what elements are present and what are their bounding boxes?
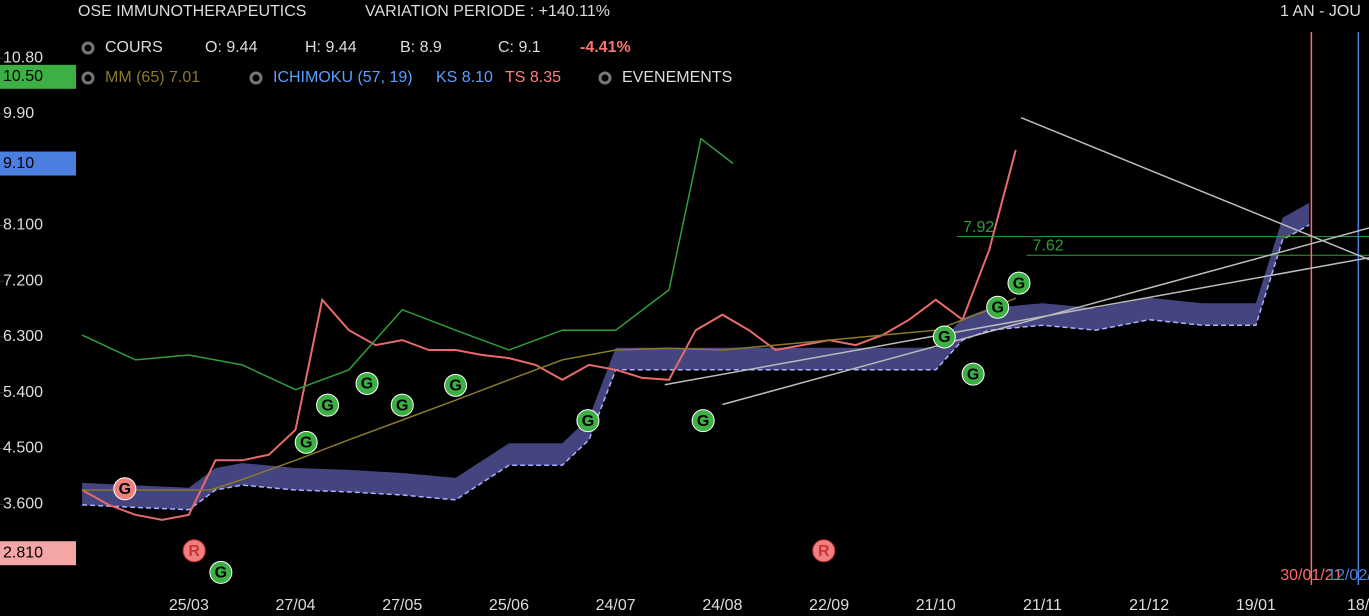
price-marker [0,151,76,176]
price-marker-label: 9.10 [3,155,34,172]
y-tick-label: 7.200 [3,272,43,289]
x-tick-label: 19/01 [1236,597,1276,614]
event-marker[interactable] [182,539,206,563]
legend-text[interactable]: O: 9.44 [205,39,258,56]
x-tick-label: 25/03 [169,597,209,614]
event-label: G [215,565,227,582]
header-text: OSE IMMUNOTHERAPEUTICS [78,3,306,20]
level-label: 7.92 [963,219,994,236]
gear-icon[interactable] [81,41,95,55]
event-label: G [938,329,950,346]
y-tick-label: 5.400 [3,384,43,401]
event-label: G [321,397,333,414]
event-marker[interactable] [986,295,1010,319]
price-marker [0,541,76,566]
y-tick-label: 9.90 [3,105,34,122]
header-text: VARIATION PERIODE : +140.11% [365,3,610,20]
trend-line [1020,117,1369,261]
y-tick-label: 8.100 [3,217,43,234]
price-marker-label: 10.50 [3,68,43,85]
event-label: G [449,378,461,395]
event-label: G [396,397,408,414]
y-tick-label: 6.300 [3,328,43,345]
x-tick-label: 24/08 [702,597,742,614]
event-label: R [818,543,830,560]
event-marker[interactable] [113,477,137,501]
x-tick-label: 24/07 [596,597,636,614]
legend-text[interactable]: C: 9.1 [498,39,541,56]
event-marker[interactable] [576,409,600,433]
y-tick-label: 4.500 [3,440,43,457]
event-label: G [300,435,312,452]
x-tick-label: 21/12 [1129,597,1169,614]
event-marker[interactable] [932,325,956,349]
series-line [81,137,734,391]
vertical-label: 30/01/21 [1280,567,1342,584]
event-marker[interactable] [209,560,233,584]
x-tick-label: 25/06 [489,597,529,614]
x-tick-label: 21/11 [1023,597,1062,614]
trend-line [664,256,1369,386]
event-label: G [697,413,709,430]
event-marker[interactable] [691,409,715,433]
x-tick-label: 27/05 [382,597,422,614]
event-marker[interactable] [294,430,318,454]
event-marker[interactable] [1007,271,1031,295]
y-tick-label: 3.600 [3,495,43,512]
event-label: G [991,299,1003,316]
y-tick-label: 10.80 [3,49,43,66]
series-line [82,297,1017,491]
vertical-label: 12/02/21 [1327,567,1369,584]
legend-text[interactable]: KS 8.10 [436,69,493,86]
cloud-area [82,202,1310,510]
event-marker[interactable] [444,373,468,397]
gear-icon[interactable] [598,71,612,85]
event-label: G [1013,275,1025,292]
series-line [81,149,1017,521]
x-tick-label: 21/10 [916,597,956,614]
price-marker [0,64,76,89]
legend-text[interactable]: -4.41% [580,39,631,56]
event-label: G [582,413,594,430]
gear-icon[interactable] [249,71,263,85]
event-label: R [188,543,200,560]
legend-text[interactable]: EVENEMENTS [622,69,732,86]
period-label[interactable]: 1 AN - JOU [1280,3,1361,20]
legend-text[interactable]: H: 9.44 [305,39,357,56]
legend-text[interactable]: B: 8.9 [400,39,442,56]
event-label: G [361,376,373,393]
legend-text[interactable]: COURS [105,39,163,56]
x-tick-label: 18/0 [1347,597,1369,614]
level-label: 7.62 [1032,237,1063,254]
event-marker[interactable] [812,539,836,563]
legend-text[interactable]: ICHIMOKU (57, 19) [273,69,413,86]
event-marker[interactable] [355,371,379,395]
legend-text[interactable]: TS 8.35 [505,69,561,86]
event-marker[interactable] [961,362,985,386]
event-label: G [967,366,979,383]
gear-icon[interactable] [81,71,95,85]
x-tick-label: 27/04 [276,597,316,614]
x-tick-label: 22/09 [809,597,849,614]
event-label: G [119,481,131,498]
event-marker[interactable] [316,393,340,417]
cloud-line [82,224,1310,511]
legend-text[interactable]: MM (65) 7.01 [105,69,200,86]
price-marker-label: 2.810 [3,544,43,561]
event-marker[interactable] [390,393,414,417]
